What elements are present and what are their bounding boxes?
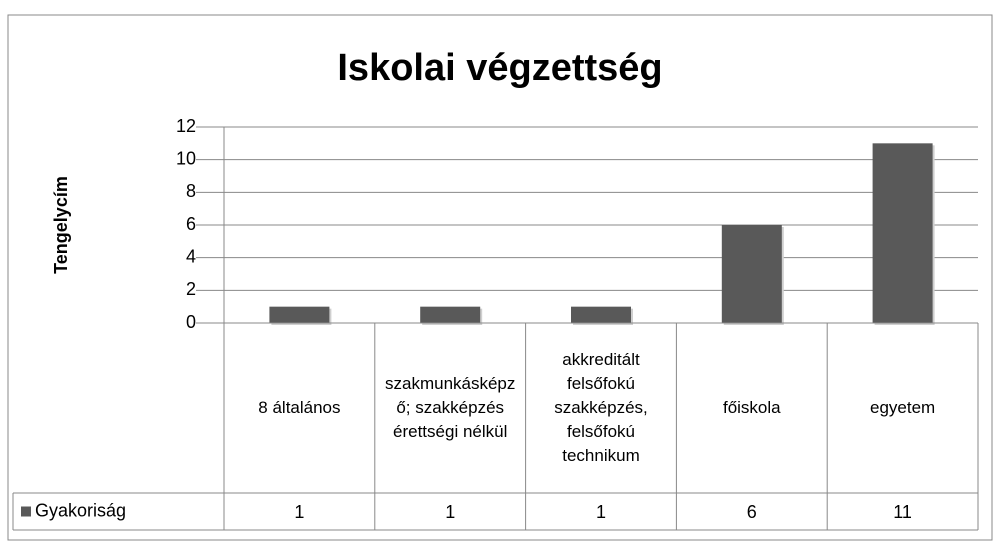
y-tick-label: 10 <box>176 148 196 168</box>
legend-label: Gyakoriság <box>35 500 126 520</box>
chart-title: Iskolai végzettség <box>337 47 662 89</box>
bar <box>571 306 631 323</box>
y-tick-label: 4 <box>186 246 196 266</box>
x-tick-label: főiskola <box>722 398 781 417</box>
bar <box>269 306 330 323</box>
y-tick-label: 2 <box>186 279 196 299</box>
x-tick-label: egyetem <box>869 398 936 417</box>
y-axis-title: Tengelycím <box>51 176 71 274</box>
x-tick-label: 8 általános <box>258 398 341 417</box>
table-value: 1 <box>294 501 305 522</box>
chart-border <box>7 14 993 541</box>
x-tick-label: szakmunkásképző; szakképzés érettségi né… <box>385 374 516 441</box>
bar <box>721 225 782 323</box>
x-tick-label: akkreditált felsőfokú szakképzés, felsőf… <box>554 350 648 465</box>
bar <box>420 306 481 323</box>
table-value: 11 <box>893 501 912 522</box>
y-tick-label: 12 <box>176 116 196 136</box>
table-value: 1 <box>595 501 606 522</box>
bar <box>872 143 933 323</box>
table-value: 6 <box>746 501 757 522</box>
y-tick-label: 6 <box>186 214 196 234</box>
table-value: 1 <box>445 501 456 522</box>
y-tick-label: 0 <box>186 312 196 332</box>
y-tick-label: 8 <box>186 181 196 201</box>
legend-marker <box>21 506 31 517</box>
